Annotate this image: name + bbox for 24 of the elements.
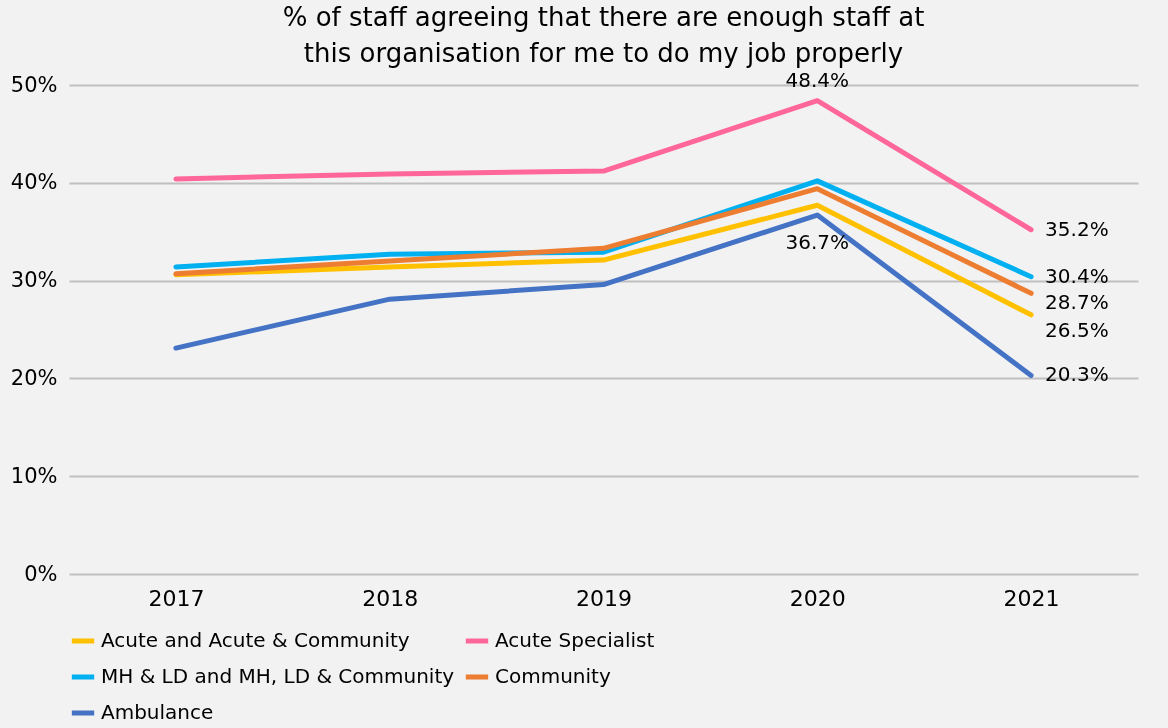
y-tick-label: 0%	[24, 561, 58, 586]
x-tick-label: 2020	[789, 585, 846, 611]
y-tick-label: 40%	[10, 170, 58, 195]
legend-label: Community	[495, 664, 611, 688]
legend-label: MH & LD and MH, LD & Community	[101, 664, 455, 688]
chart-title: % of staff agreeing that there are enough staff at this organisation for me to do my job properly	[282, 1, 925, 68]
data-label: 36.7%	[785, 230, 850, 255]
legend-label: Ambulance	[101, 700, 214, 724]
legend-label: Acute and Acute & Community	[101, 628, 410, 652]
x-tick-label: 2021	[1003, 585, 1060, 611]
data-label: 30.4%	[1045, 263, 1109, 288]
data-label: 28.7%	[1045, 290, 1109, 315]
y-tick-label: 20%	[10, 365, 58, 390]
legend-label: Acute Specialist	[495, 628, 655, 652]
y-tick-label: 10%	[10, 463, 58, 488]
data-label: 26.5%	[1045, 317, 1109, 342]
y-tick-label: 50%	[10, 72, 58, 97]
data-label: 35.2%	[1045, 216, 1109, 241]
x-tick-label: 2017	[148, 585, 205, 611]
data-label: 20.3%	[1045, 362, 1109, 387]
data-label: 48.4%	[785, 67, 850, 92]
x-tick-label: 2018	[362, 585, 419, 611]
x-tick-label: 2019	[576, 585, 632, 611]
y-tick-label: 30%	[10, 268, 58, 293]
